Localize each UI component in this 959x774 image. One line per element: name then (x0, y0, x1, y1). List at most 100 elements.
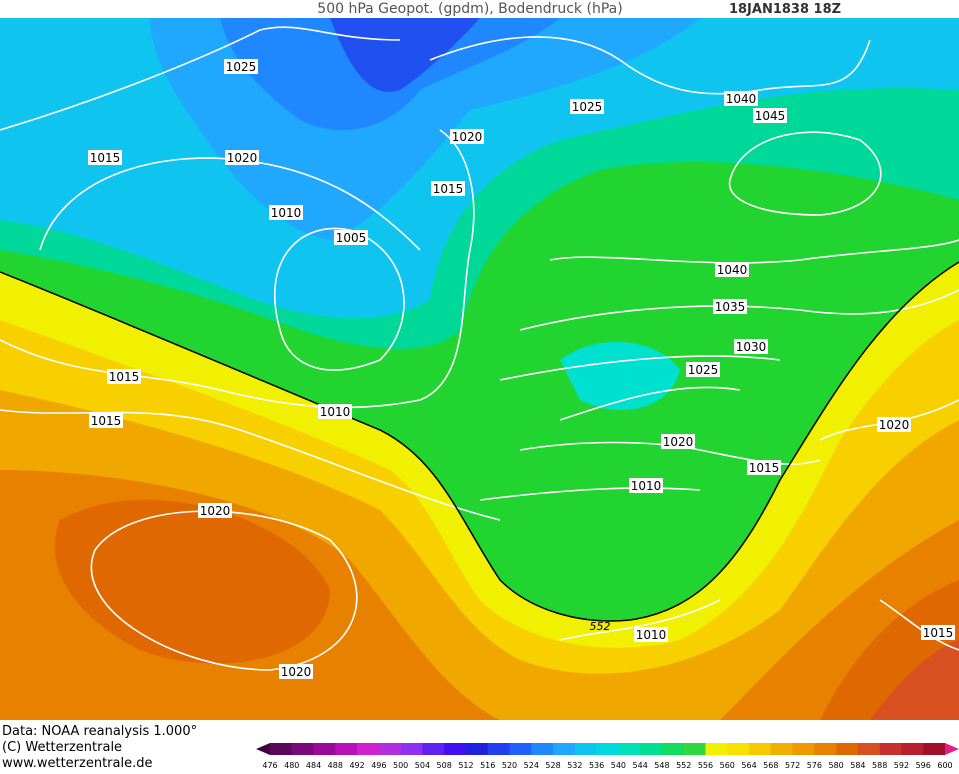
colorbar-tick-label: 544 (633, 761, 648, 770)
colorbar-tick-label: 492 (349, 761, 364, 770)
isobar-label: 1015 (90, 151, 121, 165)
colorbar-tick-label: 508 (437, 761, 452, 770)
colorbar-tick-label: 588 (872, 761, 887, 770)
colorbar-tick-label: 520 (502, 761, 517, 770)
isobar-label: 1020 (200, 504, 231, 518)
footer-data: Data: NOAA reanalysis 1.000° (2, 724, 197, 739)
isobar-label-box (225, 150, 259, 165)
colorbar-tick-label: 524 (524, 761, 539, 770)
colorbar-swatch (313, 743, 336, 755)
colorbar-over (945, 743, 959, 755)
colorbar-tick-label: 556 (698, 761, 713, 770)
isobar-labels: 1025 1020 1015 1010 1005 1020 1015 1025 1040 1045… (88, 59, 955, 679)
colorbar-tick-label: 564 (741, 761, 756, 770)
isobar-label-box (279, 664, 313, 679)
isobar-label-box (634, 627, 668, 642)
colorbar-under (256, 743, 270, 755)
colorbar-tick-label: 596 (916, 761, 931, 770)
colorbar-swatch (705, 743, 728, 755)
colorbar-tick-label: 580 (828, 761, 843, 770)
isobar-label-box (921, 625, 955, 640)
colorbar-tick-label: 484 (306, 761, 321, 770)
colorbar-tick-label: 540 (611, 761, 626, 770)
colorbar-swatch (422, 743, 445, 755)
isobar-label: 1020 (452, 130, 483, 144)
colorbar-tick-label: 500 (393, 761, 408, 770)
colorbar-swatch (683, 743, 706, 755)
colorbar-swatch (509, 743, 532, 755)
colorbar-swatch (857, 743, 881, 755)
isobar-label: 1005 (336, 231, 367, 245)
colorbar-swatch (770, 743, 794, 755)
isobar-label: 1040 (717, 263, 748, 277)
header-bar (0, 0, 959, 18)
colorbar-tick-label: 496 (371, 761, 386, 770)
colorbar-tick-label: 600 (937, 761, 952, 770)
footer-url: www.wetterzentrale.de (2, 756, 152, 770)
isobar-label-box (629, 478, 663, 493)
isobar-label: 1010 (271, 206, 302, 220)
isobar-label-box (431, 181, 465, 196)
isobar-label: 1015 (91, 414, 122, 428)
colorbar-tick-label: 572 (785, 761, 800, 770)
colorbar-swatch (444, 743, 467, 755)
colorbar-swatch (531, 743, 554, 755)
isobar-label-box (89, 413, 123, 428)
isobar-label-box (224, 59, 258, 74)
colorbar-tick-label: 568 (763, 761, 778, 770)
colorbar-tick-label: 528 (545, 761, 560, 770)
colorbar-tick-label: 488 (328, 761, 343, 770)
isobar-label-box (686, 362, 720, 377)
colorbar-tick-label: 480 (284, 761, 299, 770)
colorbar-swatch (749, 743, 772, 755)
isobar-label: 1030 (736, 340, 767, 354)
isobar-label: 1010 (631, 479, 662, 493)
colorbar-swatch (291, 743, 315, 755)
isobar-label-box (88, 150, 122, 165)
isobar-label: 1035 (715, 300, 746, 314)
colorbar-tick-label: 516 (480, 761, 495, 770)
contour-label: 552 (590, 620, 611, 633)
isobar-label: 1040 (726, 92, 757, 106)
colorbar-swatch (814, 743, 837, 755)
map-date: 18JAN1838 18Z (729, 2, 841, 17)
colorbar-tick-label: 504 (415, 761, 430, 770)
isobar-label-box (715, 262, 749, 277)
colorbar-tick-label: 476 (262, 761, 277, 770)
isobar-label: 1025 (572, 100, 603, 114)
colorbar-tick-label: 548 (654, 761, 669, 770)
colorbar-swatch (836, 743, 859, 755)
isobars (0, 26, 959, 671)
colorbar-swatch (357, 743, 380, 755)
colorbar-tick-label: 512 (458, 761, 473, 770)
colorbar-swatch (465, 743, 489, 755)
isobar-label: 1020 (879, 418, 910, 432)
colorbar-swatch (596, 743, 619, 755)
isobar-label: 1025 (688, 363, 719, 377)
isobar-label-box (269, 205, 303, 220)
colorbar-tick-label: 560 (720, 761, 735, 770)
isobar-label-box (198, 503, 232, 518)
colorbar-swatch (661, 743, 685, 755)
colorbar-tick-label: 576 (807, 761, 822, 770)
colorbar-swatch (923, 743, 946, 755)
isobar-label-box (734, 339, 768, 354)
isobar-label-box (570, 99, 604, 114)
isobar-label: 1020 (663, 435, 694, 449)
isobar-label: 1015 (109, 370, 140, 384)
colorbar-swatch (487, 743, 511, 755)
isobar-label: 1015 (749, 461, 780, 475)
isobar-label: 1015 (433, 182, 464, 196)
colorbar-tick-label: 536 (589, 761, 604, 770)
isobar-label-box (450, 129, 484, 144)
footer-copyright: (C) Wetterzentrale (2, 740, 122, 755)
isobar-label: 1010 (636, 628, 667, 642)
colorbar-swatch (553, 743, 576, 755)
isobar-label: 1020 (281, 665, 312, 679)
colorbar-swatch (727, 743, 750, 755)
isobar-label: 1015 (923, 626, 954, 640)
colorbar-tick-label: 592 (894, 761, 909, 770)
colorbar-tick-label: 584 (850, 761, 865, 770)
colorbar-tick-label: 552 (676, 761, 691, 770)
